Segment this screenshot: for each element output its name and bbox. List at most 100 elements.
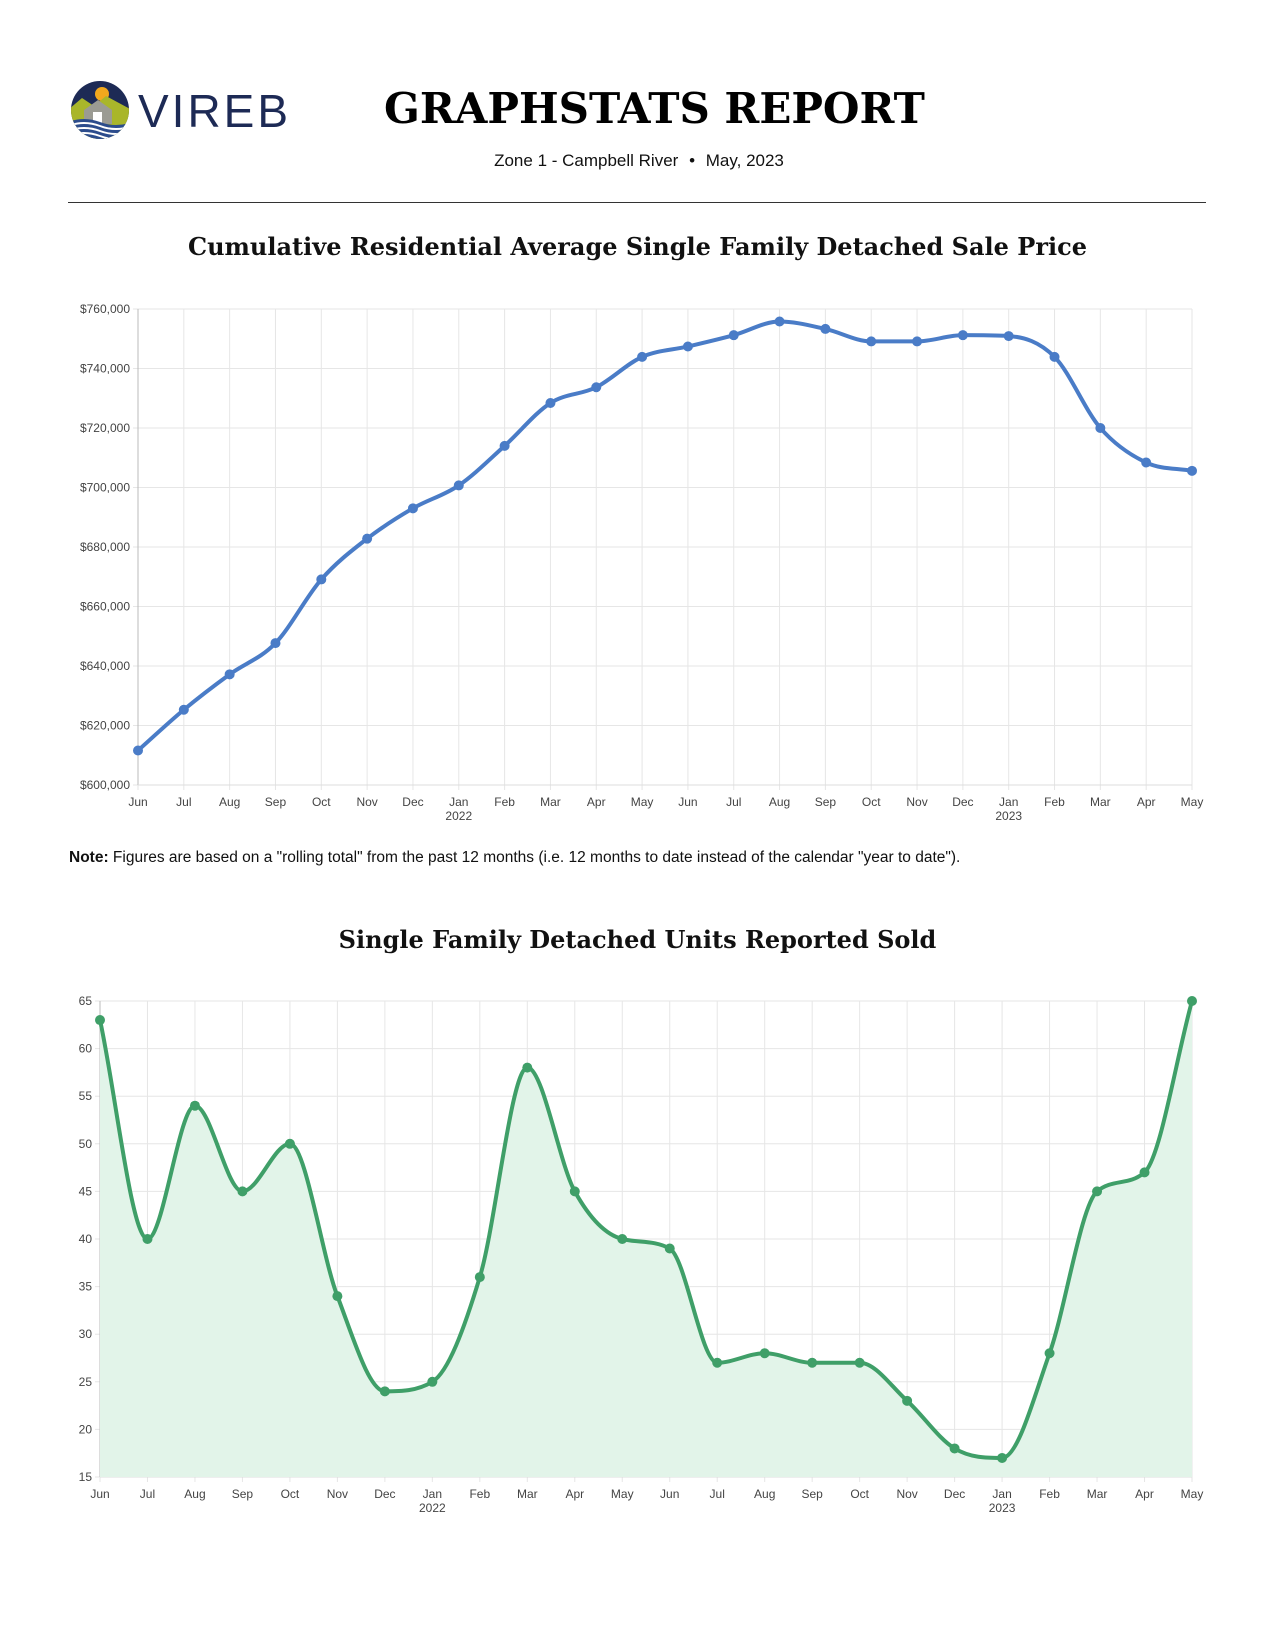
- units-point[interactable]: [142, 1234, 153, 1244]
- x-tick-label: Mar: [540, 795, 561, 809]
- units-point[interactable]: [237, 1186, 248, 1197]
- price-point[interactable]: [1095, 423, 1106, 433]
- price-point[interactable]: [545, 398, 556, 409]
- price-point[interactable]: [499, 440, 510, 451]
- x-tick-label: Dec: [402, 795, 423, 809]
- units-point[interactable]: [474, 1272, 485, 1283]
- y-tick-label: 50: [79, 1137, 93, 1151]
- price-point[interactable]: [912, 336, 923, 347]
- units-point[interactable]: [332, 1291, 343, 1302]
- price-point[interactable]: [133, 745, 143, 756]
- y-tick-label: 30: [79, 1327, 93, 1341]
- logo-emblem-icon: [71, 81, 129, 139]
- price-point[interactable]: [270, 638, 281, 649]
- price-point[interactable]: [224, 669, 235, 680]
- price-point[interactable]: [728, 330, 739, 341]
- x-tick-label: Aug: [769, 795, 790, 809]
- price-point[interactable]: [362, 533, 373, 544]
- price-point[interactable]: [1187, 465, 1197, 476]
- x-tick-label: Jan: [449, 795, 468, 809]
- units-chart-title: Single Family Detached Units Reported So…: [338, 925, 937, 954]
- units-point[interactable]: [1092, 1186, 1103, 1197]
- x-tick-label: Aug: [754, 1487, 775, 1501]
- x-tick-label: Jul: [710, 1487, 725, 1501]
- y-tick-label: $680,000: [80, 540, 130, 554]
- y-tick-label: $760,000: [80, 302, 130, 316]
- logo-text: VIREB: [138, 85, 292, 137]
- units-point[interactable]: [807, 1357, 818, 1368]
- price-point[interactable]: [957, 330, 968, 341]
- price-point[interactable]: [1003, 331, 1014, 342]
- y-tick-label: $600,000: [80, 778, 130, 792]
- units-point[interactable]: [854, 1357, 865, 1368]
- x-year-label: 2023: [989, 1501, 1016, 1515]
- units-point[interactable]: [569, 1186, 580, 1197]
- price-chart: $600,000 $620,000 $640,000 $660,000 $680,000…: [80, 302, 1203, 820]
- x-tick-label: Jun: [678, 795, 697, 809]
- x-tick-label: Jun: [660, 1487, 679, 1501]
- price-point[interactable]: [591, 382, 602, 393]
- units-point[interactable]: [712, 1357, 723, 1368]
- x-tick-label: Sep: [232, 1487, 254, 1501]
- units-line: [98, 1000, 1194, 1460]
- x-tick-label: Dec: [944, 1487, 965, 1501]
- x-tick-label: Oct: [862, 795, 881, 809]
- price-point[interactable]: [682, 341, 693, 352]
- x-tick-label: Feb: [494, 795, 515, 809]
- units-point[interactable]: [759, 1348, 770, 1359]
- units-area: [100, 1001, 1192, 1477]
- y-tick-label: 60: [79, 1042, 93, 1056]
- units-point[interactable]: [949, 1443, 960, 1454]
- x-tick-label: Jul: [726, 795, 741, 809]
- units-point[interactable]: [1139, 1167, 1150, 1178]
- units-point[interactable]: [284, 1138, 295, 1149]
- price-point[interactable]: [316, 574, 327, 585]
- x-tick-label: Apr: [587, 795, 606, 809]
- price-point[interactable]: [178, 704, 189, 715]
- units-point[interactable]: [1044, 1348, 1055, 1359]
- units-point[interactable]: [617, 1234, 628, 1244]
- price-point[interactable]: [774, 316, 785, 327]
- y-tick-label: 40: [79, 1232, 93, 1246]
- units-point[interactable]: [379, 1386, 390, 1397]
- units-point[interactable]: [95, 1015, 105, 1026]
- units-point[interactable]: [997, 1452, 1008, 1463]
- price-point[interactable]: [453, 480, 464, 491]
- units-point[interactable]: [664, 1243, 675, 1254]
- y-tick-label: 25: [79, 1375, 93, 1389]
- x-tick-label: Jan: [999, 795, 1018, 809]
- units-plot: 15 20 25 30 35 40 45 50 55 60 65 Jun Jul Aug Sep Oct Nov…: [79, 994, 1204, 1515]
- units-point[interactable]: [427, 1376, 438, 1387]
- units-point[interactable]: [1187, 996, 1197, 1006]
- price-line: [136, 319, 1193, 752]
- price-plot: $600,000 $620,000 $640,000 $660,000 $680,000…: [80, 302, 1203, 820]
- y-tick-label: $660,000: [80, 600, 130, 614]
- x-tick-label: Apr: [1135, 1487, 1154, 1501]
- x-tick-label: Mar: [1090, 795, 1111, 809]
- subtitle-date: May, 2023: [705, 151, 784, 170]
- x-tick-label: Mar: [1087, 1487, 1108, 1501]
- y-tick-label: 20: [79, 1422, 93, 1436]
- price-point[interactable]: [407, 503, 418, 514]
- x-tick-label: May: [1181, 795, 1204, 809]
- price-chart-title: Cumulative Residential Average Single Fa…: [187, 232, 1087, 261]
- units-point[interactable]: [902, 1395, 913, 1406]
- x-tick-label: Oct: [312, 795, 331, 809]
- x-tick-label: Jun: [90, 1487, 109, 1501]
- price-point[interactable]: [637, 351, 648, 362]
- price-point[interactable]: [820, 323, 831, 334]
- price-point[interactable]: [1049, 351, 1060, 362]
- price-point[interactable]: [1141, 457, 1152, 468]
- units-point[interactable]: [522, 1062, 533, 1073]
- units-point[interactable]: [189, 1100, 200, 1111]
- x-tick-label: Mar: [517, 1487, 538, 1501]
- x-tick-label: Dec: [952, 795, 973, 809]
- x-tick-label: Oct: [281, 1487, 300, 1501]
- note-text: Figures are based on a "rolling total" f…: [112, 849, 961, 866]
- x-tick-label: Jan: [423, 1487, 442, 1501]
- x-tick-label: Aug: [184, 1487, 205, 1501]
- y-tick-label: $720,000: [80, 421, 130, 435]
- note: Note: Figures are based on a "rolling to…: [69, 849, 960, 867]
- report-title: GRAPHSTATS REPORT: [384, 84, 925, 133]
- price-point[interactable]: [866, 336, 877, 347]
